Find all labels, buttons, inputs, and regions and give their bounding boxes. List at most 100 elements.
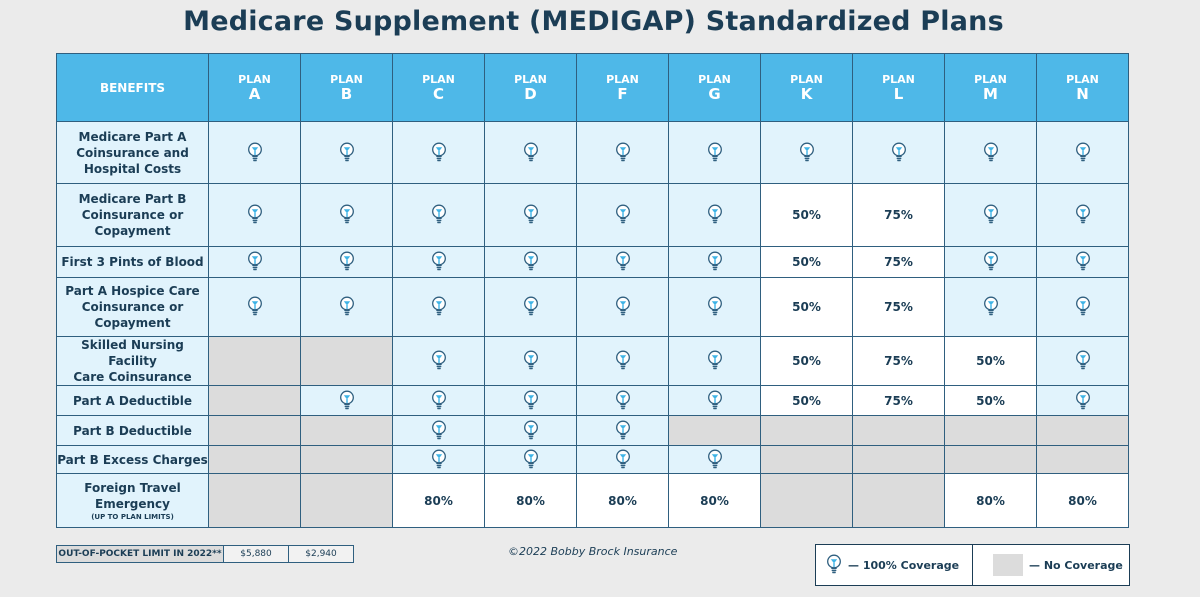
lightbulb-icon bbox=[431, 204, 447, 226]
plan-letter: L bbox=[893, 84, 904, 103]
lightbulb-icon bbox=[339, 204, 355, 226]
no-coverage-cell bbox=[208, 385, 301, 416]
coverage-cell bbox=[576, 415, 669, 446]
coverage-cell bbox=[208, 246, 301, 278]
plan-prefix: PLAN bbox=[1066, 72, 1099, 86]
plan-prefix: PLAN bbox=[606, 72, 639, 86]
table-row: Part B Excess Charges bbox=[56, 445, 1129, 474]
no-coverage-cell bbox=[760, 445, 853, 474]
coverage-cell bbox=[484, 415, 577, 446]
lightbulb-icon bbox=[247, 296, 263, 318]
table-row: Medicare Part A Coinsurance and Hospital C… bbox=[56, 121, 1129, 184]
lightbulb-icon bbox=[1075, 350, 1091, 372]
coverage-cell bbox=[300, 385, 393, 416]
benefit-label-line: Part B Deductible bbox=[73, 423, 192, 438]
coverage-cell bbox=[1036, 121, 1129, 184]
percent-cell: 80% bbox=[576, 473, 669, 528]
oop-label: OUT-OF-POCKET LIMIT IN 2022** bbox=[56, 545, 224, 563]
lightbulb-icon bbox=[983, 142, 999, 164]
coverage-cell bbox=[484, 121, 577, 184]
copyright-notice: ©2022 Bobby Brock Insurance bbox=[508, 545, 678, 558]
lightbulb-icon bbox=[523, 449, 539, 471]
lightbulb-icon bbox=[799, 142, 815, 164]
benefit-label-line: Care Coinsurance bbox=[73, 370, 192, 384]
plan-letter: D bbox=[524, 84, 537, 103]
benefit-label-line: Coinsurance or bbox=[81, 300, 184, 314]
no-coverage-cell bbox=[300, 415, 393, 446]
coverage-cell bbox=[668, 277, 761, 337]
lightbulb-icon bbox=[431, 449, 447, 471]
coverage-cell bbox=[208, 183, 301, 247]
no-coverage-cell bbox=[944, 415, 1037, 446]
plan-header-l: PLAN L bbox=[852, 53, 945, 122]
table-row: Medicare Part B Coinsurance or Copayment 50… bbox=[56, 183, 1129, 247]
coverage-cell bbox=[944, 277, 1037, 337]
benefit-label-line: Hospital Costs bbox=[83, 161, 182, 176]
lightbulb-icon bbox=[615, 204, 631, 226]
coverage-cell bbox=[392, 121, 485, 184]
oop-value-plan-l: $2,940 bbox=[288, 545, 354, 563]
no-coverage-cell bbox=[300, 473, 393, 528]
benefit-label: Foreign Travel Emergency (UP TO PLAN LIMIT… bbox=[56, 473, 209, 528]
coverage-cell bbox=[668, 246, 761, 278]
percent-cell: 75% bbox=[852, 246, 945, 278]
no-coverage-cell bbox=[208, 336, 301, 386]
table-header-row: BENEFITS PLAN A PLAN B PLAN C PLAN D PLAN F PLAN G P… bbox=[56, 53, 1129, 122]
coverage-cell bbox=[668, 183, 761, 247]
coverage-cell bbox=[484, 183, 577, 247]
plan-letter: N bbox=[1076, 84, 1089, 103]
benefit-label-line: Medicare Part A bbox=[78, 129, 187, 144]
lightbulb-icon bbox=[983, 204, 999, 226]
coverage-cell bbox=[300, 277, 393, 337]
plan-header-g: PLAN G bbox=[668, 53, 761, 122]
lightbulb-icon bbox=[431, 251, 447, 273]
coverage-cell bbox=[484, 385, 577, 416]
percent-cell: 75% bbox=[852, 183, 945, 247]
no-coverage-cell bbox=[208, 473, 301, 528]
plan-prefix: PLAN bbox=[974, 72, 1007, 86]
coverage-cell bbox=[392, 385, 485, 416]
lightbulb-icon bbox=[615, 296, 631, 318]
legend-no-coverage: — No Coverage bbox=[973, 545, 1123, 585]
benefit-label-line: Copayment bbox=[94, 224, 171, 238]
plans-table: BENEFITS PLAN A PLAN B PLAN C PLAN D PLAN F PLAN G P… bbox=[56, 53, 1129, 528]
coverage-cell bbox=[668, 336, 761, 386]
coverage-cell bbox=[392, 183, 485, 247]
coverage-cell bbox=[1036, 277, 1129, 337]
lightbulb-icon bbox=[826, 554, 842, 576]
lightbulb-icon bbox=[1075, 251, 1091, 273]
no-coverage-cell bbox=[208, 445, 301, 474]
lightbulb-icon bbox=[1075, 204, 1091, 226]
plan-header-n: PLAN N bbox=[1036, 53, 1129, 122]
benefit-label-line: Coinsurance and bbox=[76, 145, 189, 160]
lightbulb-icon bbox=[431, 350, 447, 372]
no-coverage-cell bbox=[300, 445, 393, 474]
no-coverage-cell bbox=[944, 445, 1037, 474]
no-coverage-cell bbox=[852, 445, 945, 474]
benefit-label-line: Part A Deductible bbox=[73, 393, 192, 408]
plan-header-d: PLAN D bbox=[484, 53, 577, 122]
table-row: Part B Deductible bbox=[56, 415, 1129, 446]
benefit-label-line: Emergency bbox=[95, 496, 170, 511]
coverage-cell bbox=[208, 277, 301, 337]
percent-cell: 80% bbox=[668, 473, 761, 528]
benefit-label-line: Part B Excess Charges bbox=[57, 452, 208, 467]
coverage-cell bbox=[1036, 336, 1129, 386]
lightbulb-icon bbox=[523, 390, 539, 412]
lightbulb-icon bbox=[983, 251, 999, 273]
coverage-cell bbox=[484, 336, 577, 386]
plan-header-k: PLAN K bbox=[760, 53, 853, 122]
plan-prefix: PLAN bbox=[882, 72, 915, 86]
plan-letter: K bbox=[800, 84, 813, 103]
out-of-pocket-table: OUT-OF-POCKET LIMIT IN 2022** $5,880 $2,… bbox=[56, 545, 354, 563]
plan-header-f: PLAN F bbox=[576, 53, 669, 122]
lightbulb-icon bbox=[891, 142, 907, 164]
benefit-label-line: Part A Hospice Care bbox=[65, 284, 200, 298]
coverage-cell bbox=[484, 277, 577, 337]
no-coverage-swatch bbox=[993, 554, 1023, 576]
lightbulb-icon bbox=[431, 142, 447, 164]
coverage-cell bbox=[668, 385, 761, 416]
percent-cell: 50% bbox=[760, 385, 853, 416]
lightbulb-icon bbox=[431, 296, 447, 318]
percent-cell: 50% bbox=[760, 277, 853, 337]
